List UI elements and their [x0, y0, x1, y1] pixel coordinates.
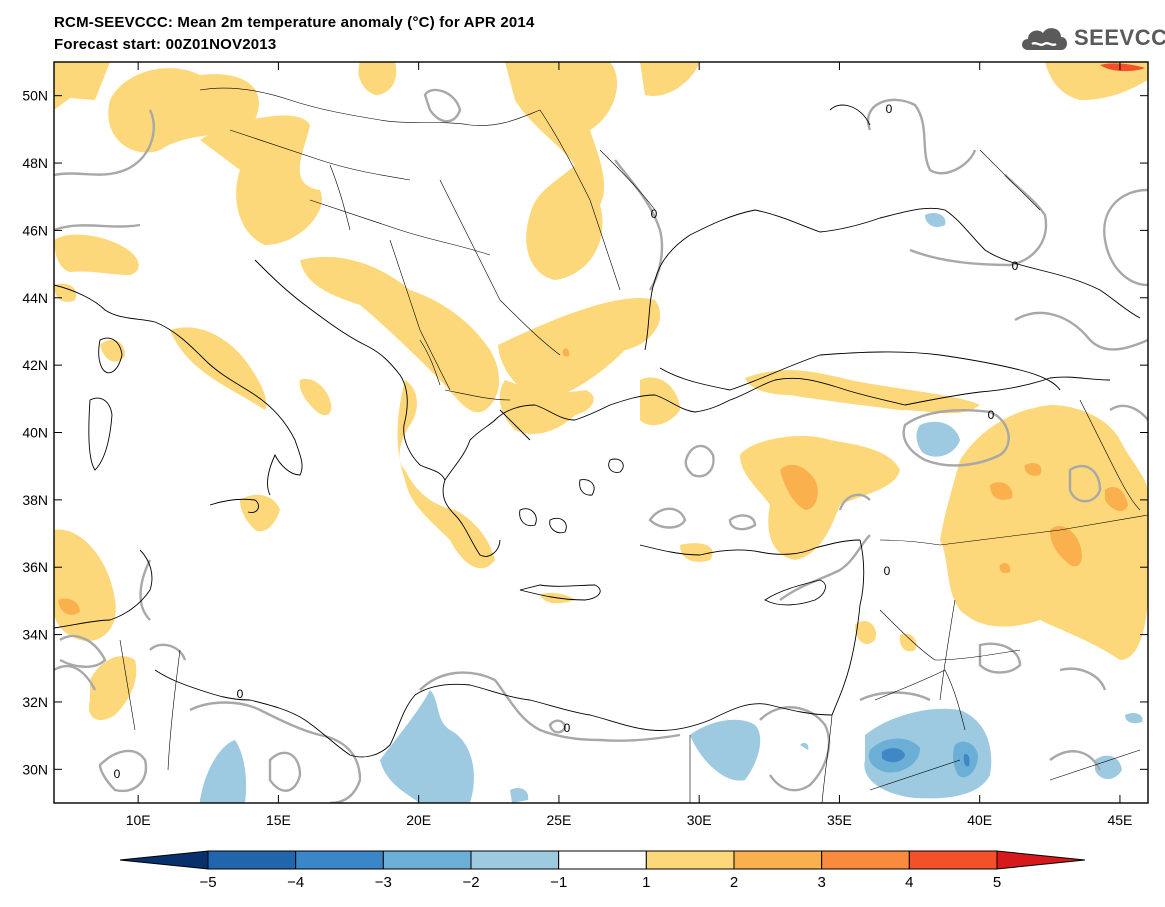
colorbar-min-arrow [119, 850, 209, 870]
colorbar-max-arrow [996, 850, 1086, 870]
lat-tick-label: 38N [22, 492, 48, 508]
colorbar-label: 1 [642, 874, 650, 891]
colorbar-label: −1 [550, 874, 567, 891]
contour-label: 0 [651, 207, 658, 221]
zero-anomaly-contours [54, 88, 1148, 803]
colorbar: −5 −4 −3 −2 −1 1 2 3 4 5 [119, 850, 1086, 891]
lat-tick-label: 30N [22, 761, 48, 777]
colorbar-bin [821, 850, 910, 870]
lon-tick-label: 10E [126, 812, 151, 828]
contour-label: 0 [564, 721, 571, 735]
colorbar-label: −5 [199, 874, 216, 891]
colorbar-bin [382, 850, 472, 870]
contour-label: 0 [988, 408, 995, 422]
lon-tick-label: 40E [967, 812, 992, 828]
map-title: RCM-SEEVCCC: Mean 2m temperature anomaly… [54, 14, 535, 31]
colorbar-bin [470, 850, 560, 870]
contour-label: 0 [237, 687, 244, 701]
cloud-icon [1022, 28, 1067, 50]
forecast-start: Forecast start: 00Z01NOV2013 [54, 36, 277, 53]
lon-tick-label: 30E [687, 812, 712, 828]
cool-anomaly-peak [882, 748, 970, 767]
lat-tick-label: 32N [22, 694, 48, 710]
colorbar-bin [558, 850, 647, 870]
warm-anomaly-areas [54, 62, 1148, 720]
contour-label: 0 [114, 767, 121, 781]
contour-labels: 0 0 0 0 0 0 0 0 [114, 102, 1019, 781]
colorbar-label: 3 [817, 874, 825, 891]
contour-label: 0 [886, 102, 893, 116]
colorbar-bin [645, 850, 735, 870]
longitude-axis: 10E 15E 20E 25E 30E 35E 40E 45E [126, 62, 1132, 828]
colorbar-label: −3 [375, 874, 392, 891]
contour-label: 0 [1012, 259, 1019, 273]
lat-tick-label: 40N [22, 425, 48, 441]
colorbar-label: −2 [462, 874, 479, 891]
seevccc-logo: SEEVCCC [1018, 22, 1165, 54]
hot-anomaly-spots [1100, 63, 1145, 72]
lon-tick-label: 35E [827, 812, 852, 828]
warm-anomaly-cores [58, 348, 1128, 615]
lat-tick-label: 34N [22, 627, 48, 643]
colorbar-bin [295, 850, 384, 870]
colorbar-label: 5 [993, 874, 1001, 891]
coastlines [54, 104, 1141, 758]
colorbar-label: 2 [730, 874, 738, 891]
colorbar-bin [908, 850, 998, 870]
latitude-axis: 30N 32N 34N 36N 38N 40N 42N 44N 46N 48N 50N [22, 88, 1148, 777]
lon-tick-label: 20E [406, 812, 431, 828]
colorbar-label: −4 [287, 874, 304, 891]
contour-label: 0 [884, 564, 891, 578]
lat-tick-label: 42N [22, 357, 48, 373]
lat-tick-label: 44N [22, 290, 48, 306]
lat-tick-label: 46N [22, 222, 48, 238]
country-borders [119, 87, 1148, 803]
colorbar-bin [733, 850, 823, 870]
logo-text: SEEVCCC [1074, 25, 1165, 50]
anomaly-field: 0 0 0 0 0 0 0 0 [54, 62, 1148, 803]
colorbar-bin [207, 850, 297, 870]
lon-tick-label: 25E [546, 812, 571, 828]
lat-tick-label: 50N [22, 88, 48, 104]
lat-tick-label: 36N [22, 559, 48, 575]
lon-tick-label: 15E [266, 812, 291, 828]
colorbar-label: 4 [905, 874, 913, 891]
lon-tick-label: 45E [1107, 812, 1132, 828]
lat-tick-label: 48N [22, 155, 48, 171]
